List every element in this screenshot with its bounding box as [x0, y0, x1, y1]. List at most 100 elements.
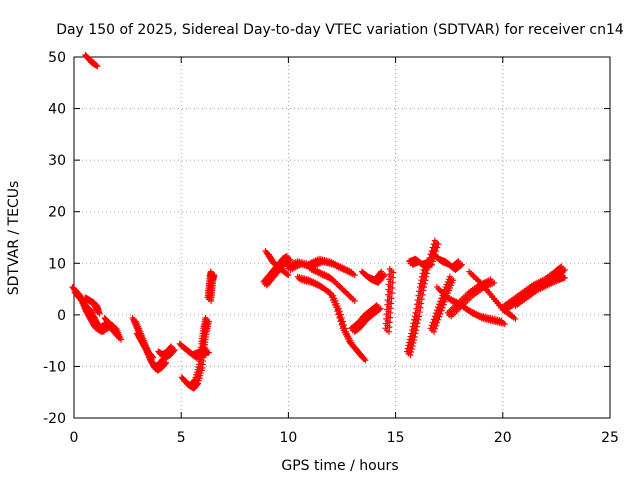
x-tick-label: 5: [177, 430, 186, 446]
data-point: [333, 304, 340, 311]
series-arc-w: [429, 250, 465, 273]
data-point: [118, 336, 125, 343]
data-point: [439, 304, 446, 311]
data-point: [388, 290, 395, 297]
data-point: [351, 297, 358, 304]
data-point: [561, 274, 568, 281]
data-point: [358, 353, 365, 360]
data-point: [336, 315, 343, 322]
data-point: [385, 291, 392, 298]
data-points: [69, 52, 568, 392]
data-point: [487, 276, 494, 283]
data-point: [283, 253, 290, 260]
data-point: [386, 271, 393, 278]
y-tick-label: -10: [43, 359, 66, 375]
data-point: [90, 59, 97, 66]
data-point: [408, 349, 415, 356]
data-point: [409, 343, 416, 350]
data-point: [407, 352, 414, 359]
y-tick-label: 0: [57, 308, 66, 324]
series-arc-h: [155, 343, 178, 361]
x-tick-label: 20: [494, 430, 512, 446]
data-point: [388, 300, 395, 307]
data-point: [377, 305, 384, 312]
data-point: [423, 273, 430, 280]
x-tick-label: 0: [70, 430, 79, 446]
data-point: [389, 284, 396, 291]
data-point: [150, 354, 157, 361]
data-point: [114, 333, 121, 340]
data-point: [408, 346, 415, 353]
series-arc-j: [178, 315, 212, 392]
data-point: [433, 248, 440, 255]
series-arc-f: [129, 315, 170, 374]
data-point: [455, 258, 462, 265]
x-tick-label: 15: [387, 430, 405, 446]
data-point: [431, 237, 438, 244]
data-point: [384, 296, 391, 303]
series-arc-t: [403, 263, 431, 359]
series-arc-k: [204, 268, 218, 304]
chart-title: Day 150 of 2025, Sidereal Day-to-day VTE…: [56, 22, 624, 38]
data-point: [207, 268, 214, 275]
y-axis-label: SDTVAR / TECUs: [6, 181, 22, 296]
data-point: [362, 357, 369, 364]
data-point: [435, 241, 442, 248]
data-point: [390, 269, 397, 276]
series-arc-r: [358, 268, 388, 286]
data-point: [337, 318, 344, 325]
data-point: [168, 343, 175, 350]
x-tick-label: 10: [279, 430, 297, 446]
data-point: [413, 323, 420, 330]
data-point: [386, 266, 393, 273]
data-point: [501, 321, 508, 328]
plot-frame: [73, 56, 611, 419]
data-point: [93, 307, 100, 314]
data-point: [415, 316, 422, 323]
data-point: [380, 273, 387, 280]
data-point: [446, 273, 453, 280]
data-point: [389, 279, 396, 286]
series-arc-p: [305, 263, 358, 304]
data-point: [411, 333, 418, 340]
series-arc-o: [294, 273, 369, 364]
data-point: [385, 286, 392, 293]
data-point: [389, 274, 396, 281]
data-point: [334, 308, 341, 315]
data-point: [435, 316, 442, 323]
y-tick-label: 40: [48, 102, 66, 118]
data-point: [211, 272, 218, 279]
data-point: [100, 327, 107, 334]
series-arc-v: [427, 273, 457, 335]
series-arc-e: [82, 52, 101, 70]
data-point: [450, 277, 457, 284]
data-point: [281, 268, 288, 275]
y-tick-label: 50: [48, 50, 66, 66]
data-point: [411, 336, 418, 343]
data-point: [419, 291, 426, 298]
data-point: [437, 310, 444, 317]
data-point: [205, 349, 212, 356]
data-point: [432, 325, 439, 332]
data-point: [420, 287, 427, 294]
data-point: [423, 270, 430, 277]
data-point: [416, 309, 423, 316]
data-point: [558, 263, 565, 270]
data-point: [421, 284, 428, 291]
data-point: [436, 313, 443, 320]
data-point: [385, 281, 392, 288]
data-point: [96, 310, 103, 317]
data-point: [498, 317, 505, 324]
data-point: [351, 272, 358, 279]
data-point: [171, 346, 178, 353]
data-point: [434, 244, 441, 251]
series-arc-s: [382, 266, 397, 335]
data-point: [458, 261, 465, 268]
data-point: [388, 295, 395, 302]
data-point: [422, 277, 429, 284]
data-point: [509, 312, 516, 319]
data-point: [491, 279, 498, 286]
data-point: [418, 296, 425, 303]
data-point: [94, 63, 101, 70]
data-point: [558, 271, 565, 278]
